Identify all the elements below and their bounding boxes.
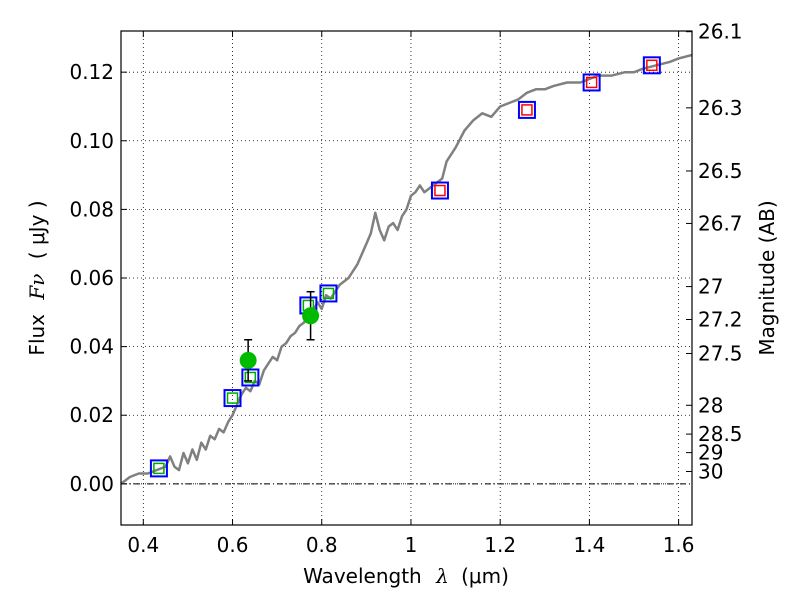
blue-square-marker — [517, 100, 536, 119]
x-axis-label: Wavelength λ (μm) — [303, 564, 509, 588]
blue-square-marker — [642, 56, 661, 75]
blue-square-marker — [241, 368, 260, 387]
y-tick-label: 0.12 — [69, 60, 114, 84]
x-tick-label: 0.4 — [127, 533, 159, 557]
y2-tick-label: 30 — [698, 459, 723, 483]
x-axis-label-symbol: λ — [435, 564, 449, 588]
red-square-marker — [585, 76, 598, 89]
x-tick-label: 0.6 — [217, 533, 249, 557]
blue-square-marker — [149, 459, 168, 478]
y2-axis-label: Magnitude (AB) — [755, 200, 779, 355]
red-square-marker — [521, 104, 533, 116]
y-axis-label: Flux Fν ( μJy ) — [25, 200, 49, 355]
x-axis-label-unit: (μm) — [461, 564, 509, 588]
x-tick-label: 1.6 — [663, 533, 695, 557]
y-tick-label: 0.00 — [69, 472, 114, 496]
y-tick-label: 0.10 — [69, 129, 114, 153]
blue-square-marker — [223, 389, 242, 408]
y2-tick-label: 29 — [698, 441, 723, 465]
y-tick-label: 0.08 — [69, 197, 114, 221]
series-layer — [120, 53, 693, 485]
y-tick-label: 0.04 — [69, 335, 114, 359]
y-tick-label: 0.06 — [69, 266, 114, 290]
green-square-marker — [226, 392, 239, 404]
y-axis-label-prefix: Flux — [25, 314, 49, 356]
x-tick-label: 0.8 — [306, 533, 338, 557]
y2-tick-label: 28 — [698, 393, 723, 417]
red-square-marker — [646, 59, 658, 72]
green-square-marker — [244, 371, 257, 384]
observation-point — [239, 351, 257, 369]
y-tick-label: 0.02 — [69, 403, 114, 427]
y2-tick-label: 27.2 — [698, 308, 743, 332]
y2-tick-label: 27 — [698, 275, 723, 299]
x-tick-label: 1 — [405, 533, 418, 557]
red-square-marker — [434, 184, 446, 197]
y-axis-label-unit: ( μJy ) — [25, 200, 49, 259]
model-spectrum-line — [120, 53, 693, 485]
y2-tick-label: 26.1 — [698, 20, 743, 44]
green-square-marker — [322, 287, 335, 300]
y2-tick-label: 26.5 — [698, 159, 743, 183]
green-square-marker — [153, 462, 165, 475]
plot-background — [121, 31, 692, 525]
y2-tick-label: 27.5 — [698, 341, 743, 365]
blue-square-marker — [582, 73, 601, 92]
y2-tick-label: 28.5 — [698, 422, 743, 446]
markers-layer — [149, 56, 661, 478]
x-tick-label: 1.4 — [573, 533, 605, 557]
blue-square-marker — [319, 284, 338, 303]
x-tick-label: 1.2 — [484, 533, 516, 557]
x-axis-label-prefix: Wavelength — [303, 564, 422, 588]
observation-point — [302, 307, 320, 325]
y2-tick-label: 26.7 — [698, 211, 743, 235]
y-axis-label-symbol: Fν — [25, 274, 49, 301]
ticks: 0.4 0.6 0.8 1 1.2 1.4 1.6 0.00 0.02 0.04 0.06 0.08 0… — [69, 20, 742, 557]
y2-tick-label: 26.3 — [698, 96, 743, 120]
blue-square-marker — [430, 181, 449, 200]
